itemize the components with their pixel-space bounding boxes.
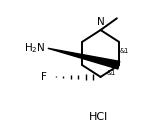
- Text: &1: &1: [106, 70, 116, 76]
- Text: N: N: [120, 13, 127, 23]
- Text: N: N: [97, 17, 104, 27]
- Text: HCl: HCl: [89, 112, 108, 122]
- Text: F: F: [41, 72, 47, 82]
- Text: &1: &1: [120, 48, 129, 54]
- Polygon shape: [48, 48, 120, 69]
- Text: H$_2$N: H$_2$N: [24, 41, 45, 55]
